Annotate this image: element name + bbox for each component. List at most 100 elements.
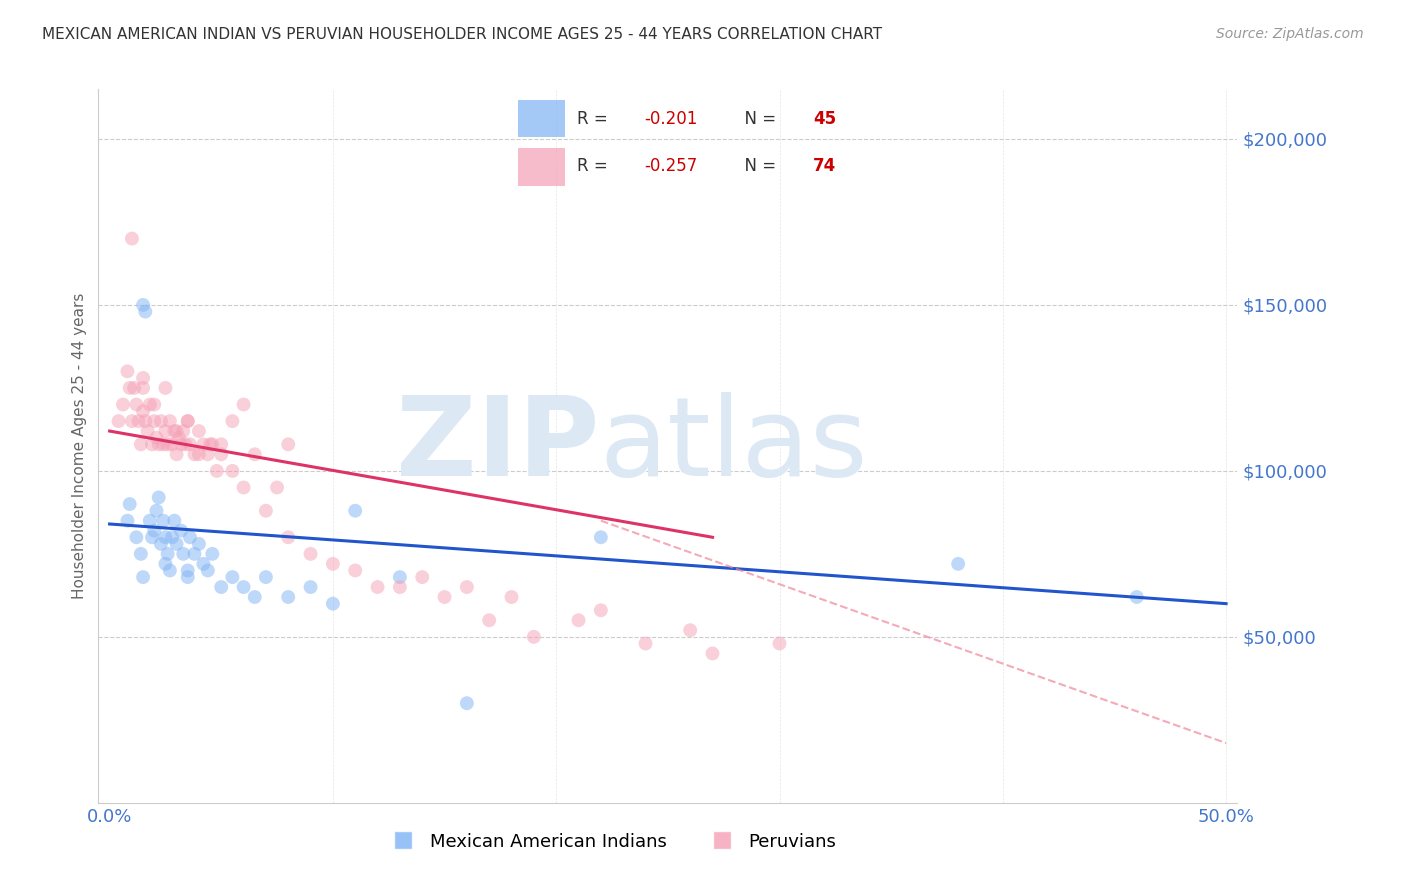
Point: [243, 447, 266, 461]
Point: [122, 381, 145, 395]
Point: [107, 414, 129, 428]
Point: [177, 414, 200, 428]
Text: R =: R =: [576, 157, 613, 175]
Point: [198, 437, 221, 451]
Point: [143, 397, 166, 411]
Point: [322, 597, 344, 611]
Point: [433, 590, 456, 604]
Point: [205, 464, 228, 478]
Point: [193, 437, 215, 451]
Point: [367, 580, 389, 594]
Point: [946, 557, 969, 571]
Point: [134, 304, 156, 318]
Point: [456, 696, 478, 710]
Point: [128, 414, 150, 428]
Text: -0.201: -0.201: [644, 111, 697, 128]
Point: [344, 564, 367, 578]
Text: 74: 74: [813, 157, 837, 175]
Point: [187, 424, 209, 438]
Point: [111, 397, 134, 411]
Point: [148, 437, 170, 451]
Point: [277, 590, 299, 604]
Point: [167, 431, 190, 445]
Point: [232, 481, 254, 495]
Point: [344, 504, 367, 518]
Point: [501, 590, 523, 604]
Point: [589, 530, 612, 544]
Point: [148, 491, 170, 505]
Point: [172, 547, 194, 561]
Point: [139, 514, 162, 528]
Point: [166, 447, 188, 461]
Point: [132, 371, 155, 385]
Point: [134, 414, 156, 428]
Point: [170, 437, 193, 451]
Text: 45: 45: [813, 111, 837, 128]
Point: [145, 431, 167, 445]
Point: [299, 547, 322, 561]
Point: [183, 447, 205, 461]
Point: [155, 424, 177, 438]
Point: [201, 437, 224, 451]
Point: [702, 647, 724, 661]
Point: [156, 547, 179, 561]
Point: [177, 570, 200, 584]
Point: [232, 580, 254, 594]
Point: [163, 424, 186, 438]
Text: ZIP: ZIP: [396, 392, 599, 500]
Text: N =: N =: [734, 157, 782, 175]
Point: [179, 437, 201, 451]
Point: [243, 590, 266, 604]
Point: [117, 514, 139, 528]
Point: [197, 447, 219, 461]
Point: [136, 424, 159, 438]
Text: MEXICAN AMERICAN INDIAN VS PERUVIAN HOUSEHOLDER INCOME AGES 25 - 44 YEARS CORREL: MEXICAN AMERICAN INDIAN VS PERUVIAN HOUS…: [42, 27, 883, 42]
Point: [209, 437, 232, 451]
Point: [172, 424, 194, 438]
Text: Source: ZipAtlas.com: Source: ZipAtlas.com: [1216, 27, 1364, 41]
Point: [1126, 590, 1149, 604]
Point: [254, 570, 277, 584]
Legend: Mexican American Indians, Peruvians: Mexican American Indians, Peruvians: [378, 826, 844, 858]
Point: [149, 537, 172, 551]
Point: [132, 381, 155, 395]
Bar: [517, 100, 565, 137]
Point: [149, 414, 172, 428]
Point: [166, 424, 188, 438]
Point: [589, 603, 612, 617]
Point: [129, 547, 152, 561]
Point: [155, 557, 177, 571]
Point: [183, 547, 205, 561]
Point: [322, 557, 344, 571]
Point: [567, 613, 589, 627]
Point: [193, 557, 215, 571]
Point: [197, 564, 219, 578]
Point: [121, 231, 143, 245]
Point: [139, 397, 162, 411]
Point: [121, 414, 143, 428]
Point: [221, 570, 243, 584]
Point: [388, 580, 411, 594]
Point: [152, 437, 174, 451]
Point: [187, 447, 209, 461]
Point: [129, 437, 152, 451]
Point: [166, 537, 188, 551]
Point: [679, 624, 702, 638]
Text: atlas: atlas: [599, 392, 868, 500]
Point: [266, 481, 288, 495]
Point: [118, 497, 141, 511]
Point: [177, 414, 200, 428]
Point: [221, 464, 243, 478]
Point: [768, 636, 790, 650]
Text: N =: N =: [734, 111, 782, 128]
Point: [152, 514, 174, 528]
Point: [155, 530, 177, 544]
Point: [179, 530, 201, 544]
Point: [277, 530, 299, 544]
Point: [174, 437, 197, 451]
Point: [170, 524, 193, 538]
Point: [143, 524, 166, 538]
Point: [132, 298, 155, 312]
Point: [132, 404, 155, 418]
Point: [634, 636, 657, 650]
